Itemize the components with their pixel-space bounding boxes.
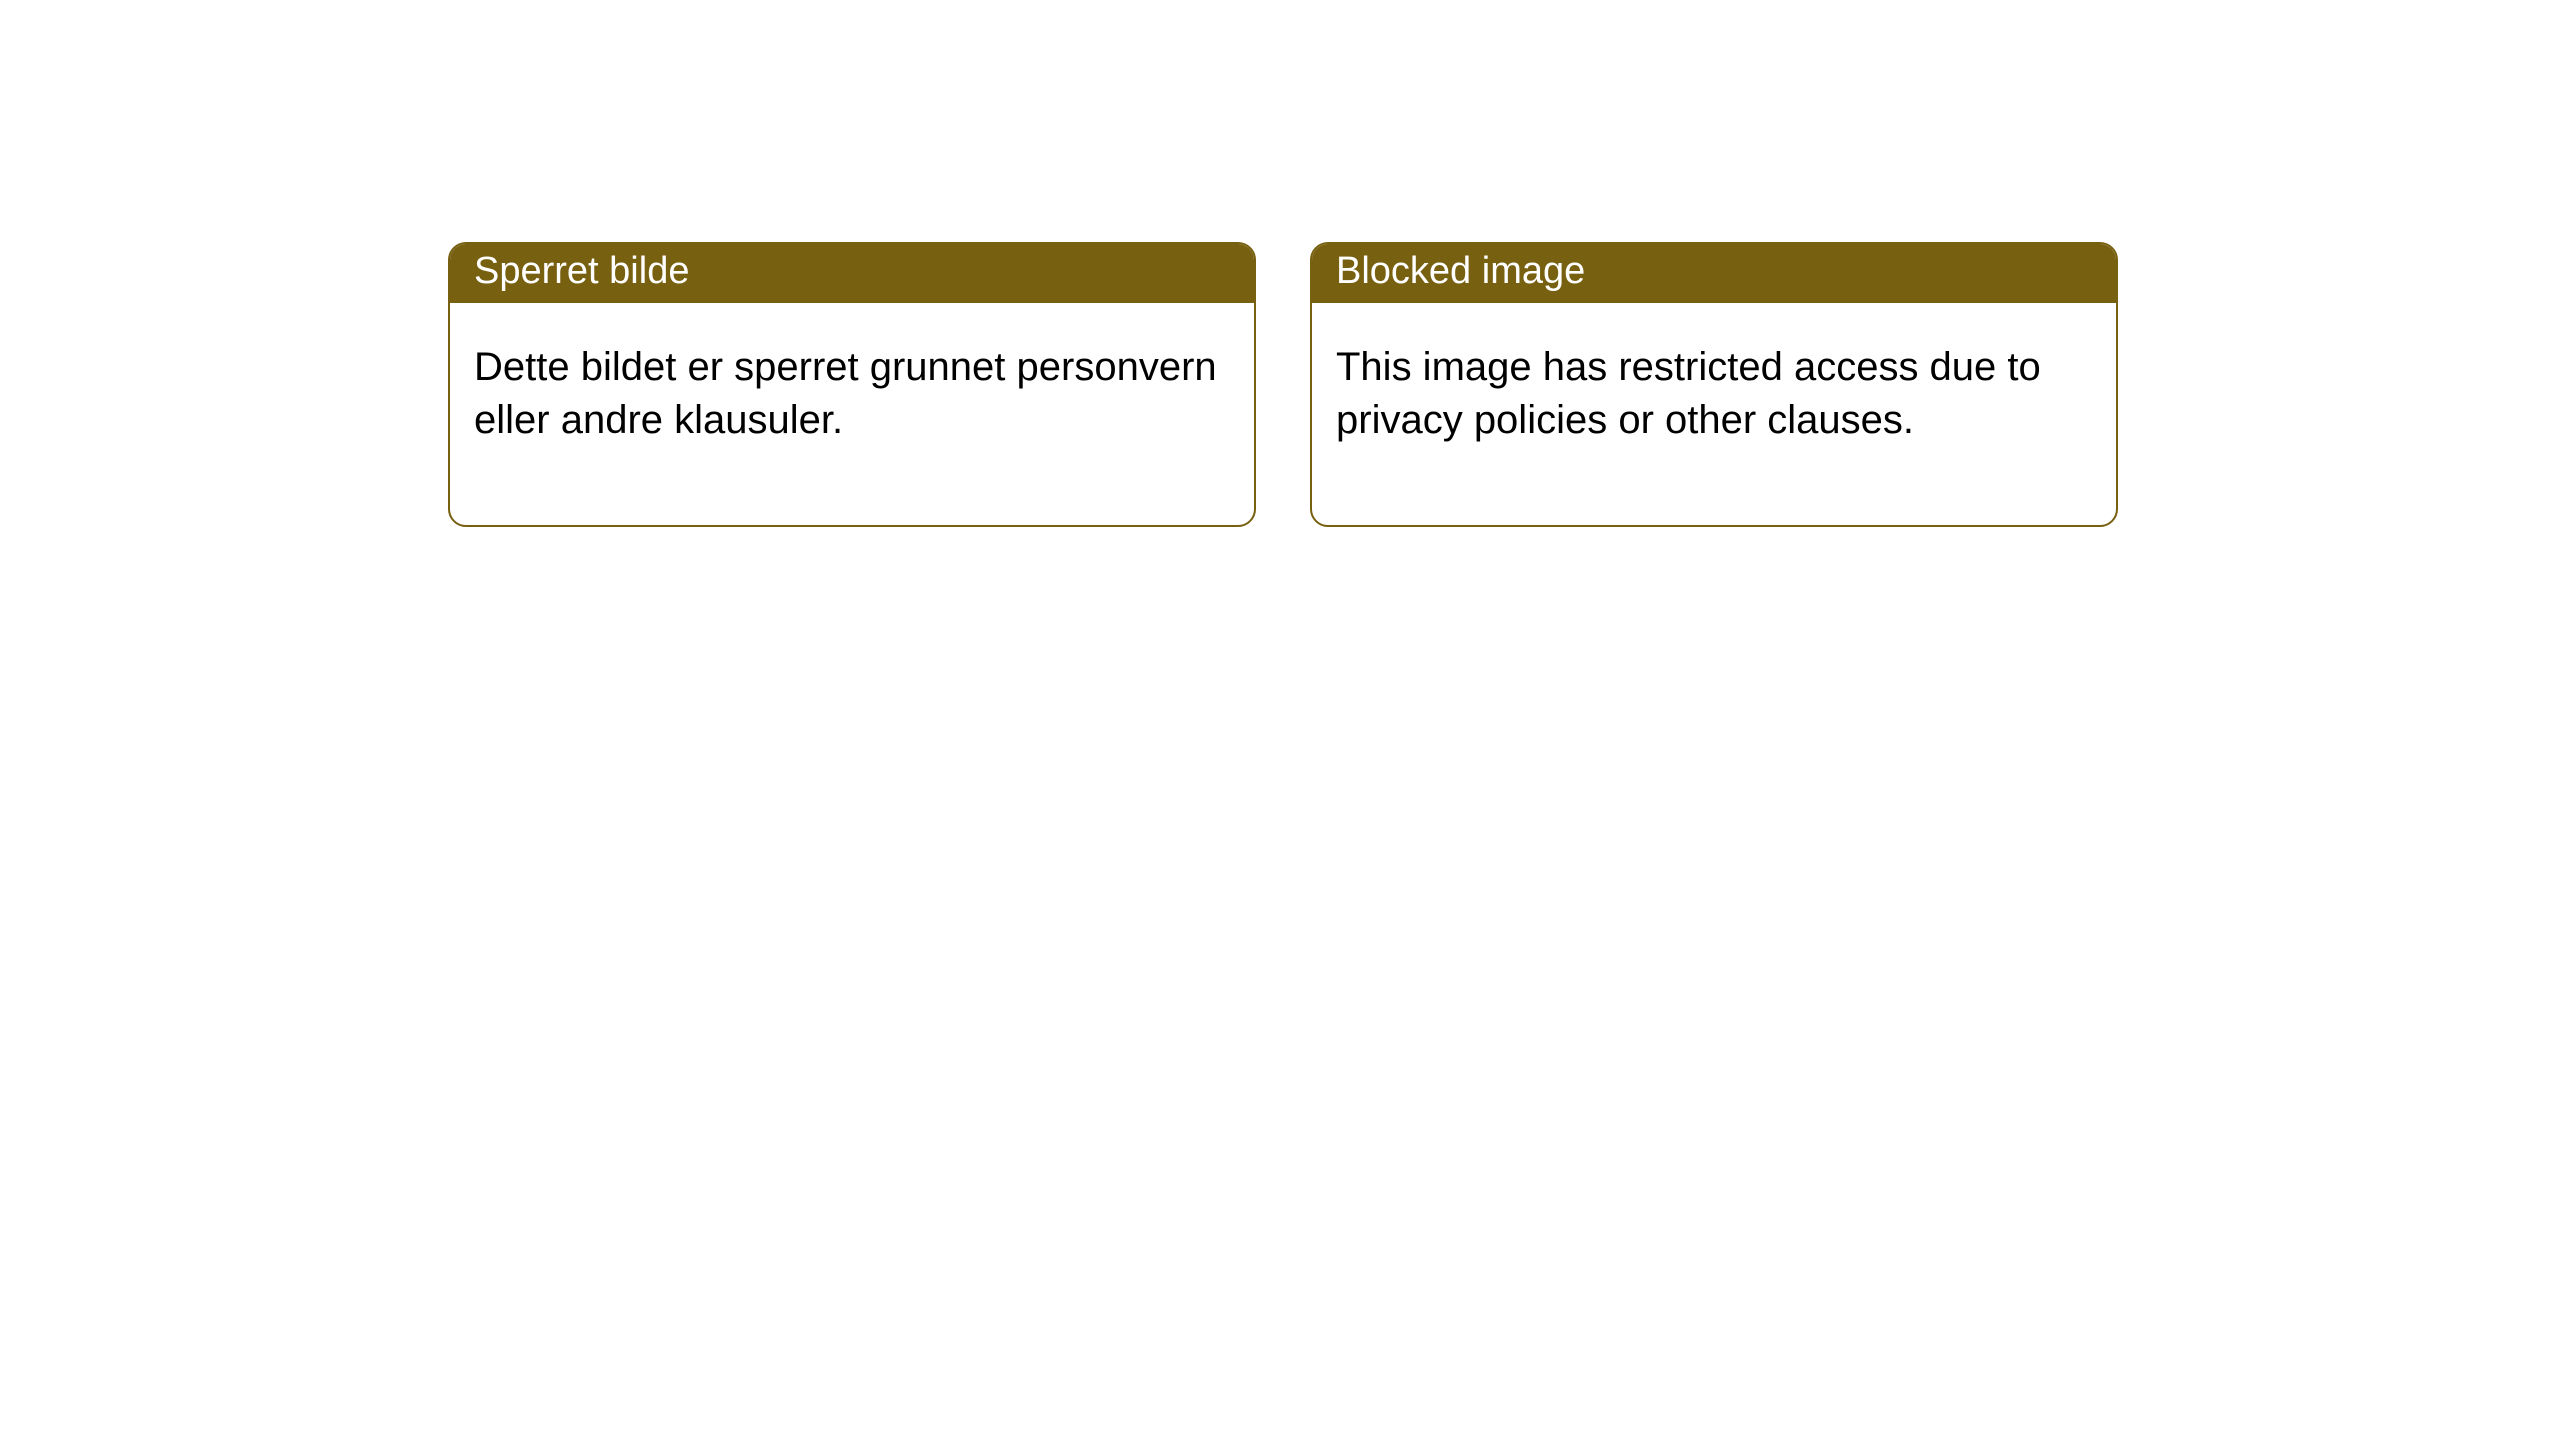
notice-header-en: Blocked image — [1312, 244, 2116, 303]
notice-card-no: Sperret bilde Dette bildet er sperret gr… — [448, 242, 1256, 527]
notice-card-en: Blocked image This image has restricted … — [1310, 242, 2118, 527]
notice-container: Sperret bilde Dette bildet er sperret gr… — [0, 0, 2560, 527]
notice-body-en: This image has restricted access due to … — [1312, 303, 2116, 525]
notice-header-no: Sperret bilde — [450, 244, 1254, 303]
notice-body-no: Dette bildet er sperret grunnet personve… — [450, 303, 1254, 525]
